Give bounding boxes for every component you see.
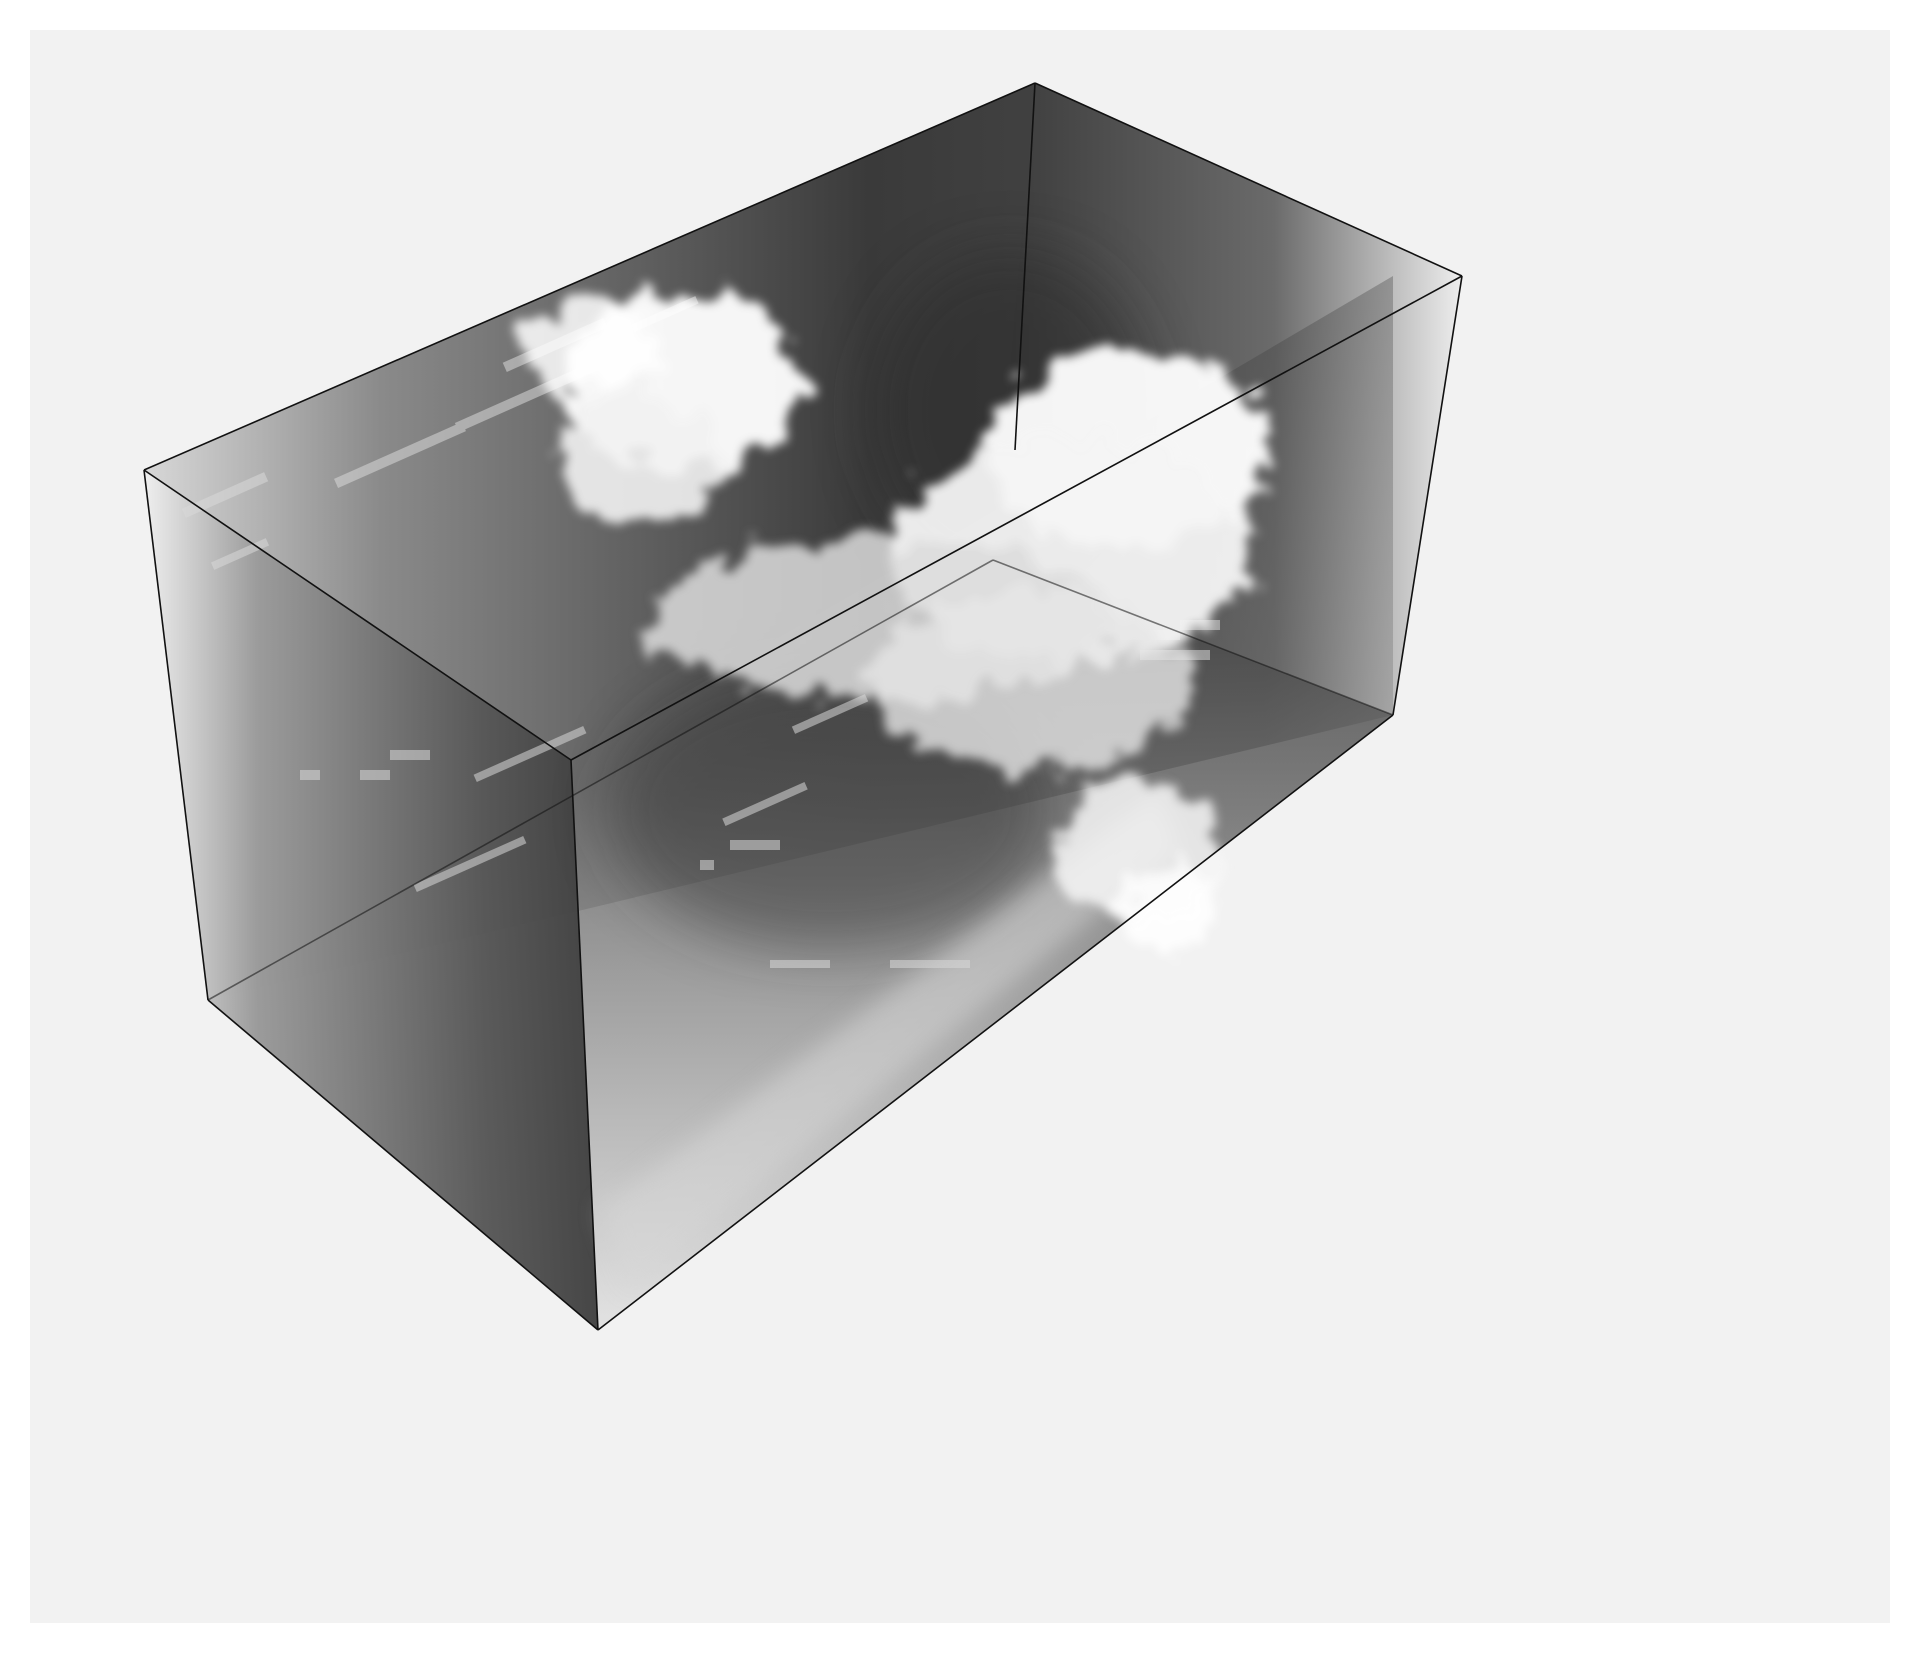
cloud-upper-left-lower <box>560 390 720 530</box>
floor-bright-band <box>600 790 1180 1290</box>
render-viewport <box>30 30 1890 1623</box>
cloud-upper-left-tail <box>520 305 660 395</box>
edge <box>207 559 994 1001</box>
edge <box>1392 275 1463 716</box>
cloud-lower-right-tail <box>1115 870 1225 950</box>
volume-render <box>30 30 1890 1623</box>
edge <box>143 469 209 1001</box>
edge <box>992 559 1394 716</box>
edge <box>207 999 599 1331</box>
bounding-box-edges <box>143 82 1463 1331</box>
edge <box>570 275 1463 761</box>
edge <box>597 714 1394 1331</box>
edge <box>143 469 572 761</box>
edge <box>1014 82 1036 451</box>
edge <box>143 82 1036 471</box>
cloud-masses <box>520 295 1270 950</box>
cloud-central-lower <box>870 590 1190 770</box>
edge <box>570 759 599 1331</box>
left-face <box>144 470 598 1330</box>
edge <box>1034 82 1463 277</box>
